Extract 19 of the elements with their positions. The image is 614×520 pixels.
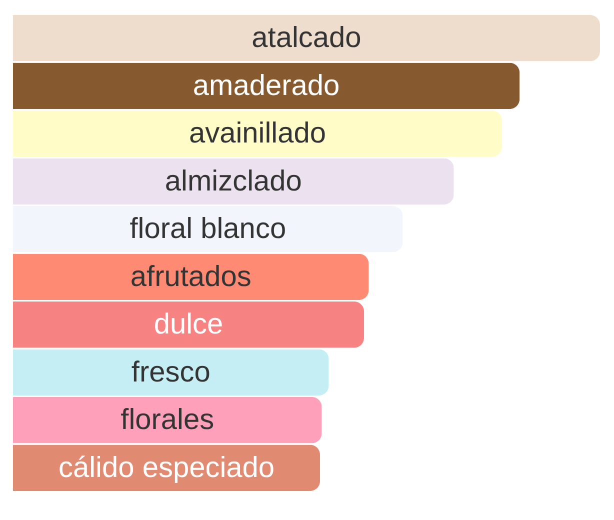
bar (13, 110, 502, 157)
y-tick-label: cálido especiado (58, 452, 275, 484)
bar (13, 158, 454, 205)
bar (13, 15, 600, 62)
y-tick-label: fresco (131, 356, 210, 388)
y-tick-label: avainillado (188, 118, 326, 150)
y-tick-label: dulce (154, 308, 224, 341)
bar (13, 254, 369, 300)
bar (13, 301, 364, 348)
y-tick-label: almizclado (164, 165, 302, 198)
y-tick-label: afrutados (130, 260, 252, 293)
y-tick-label: florales (120, 404, 214, 436)
bar (13, 62, 520, 110)
y-tick-label: amaderado (192, 70, 340, 102)
bar (13, 396, 322, 444)
bar (13, 349, 329, 396)
bar (13, 206, 403, 252)
y-tick-label: atalcado (252, 22, 362, 54)
y-tick-label: floral blanco (130, 213, 286, 246)
